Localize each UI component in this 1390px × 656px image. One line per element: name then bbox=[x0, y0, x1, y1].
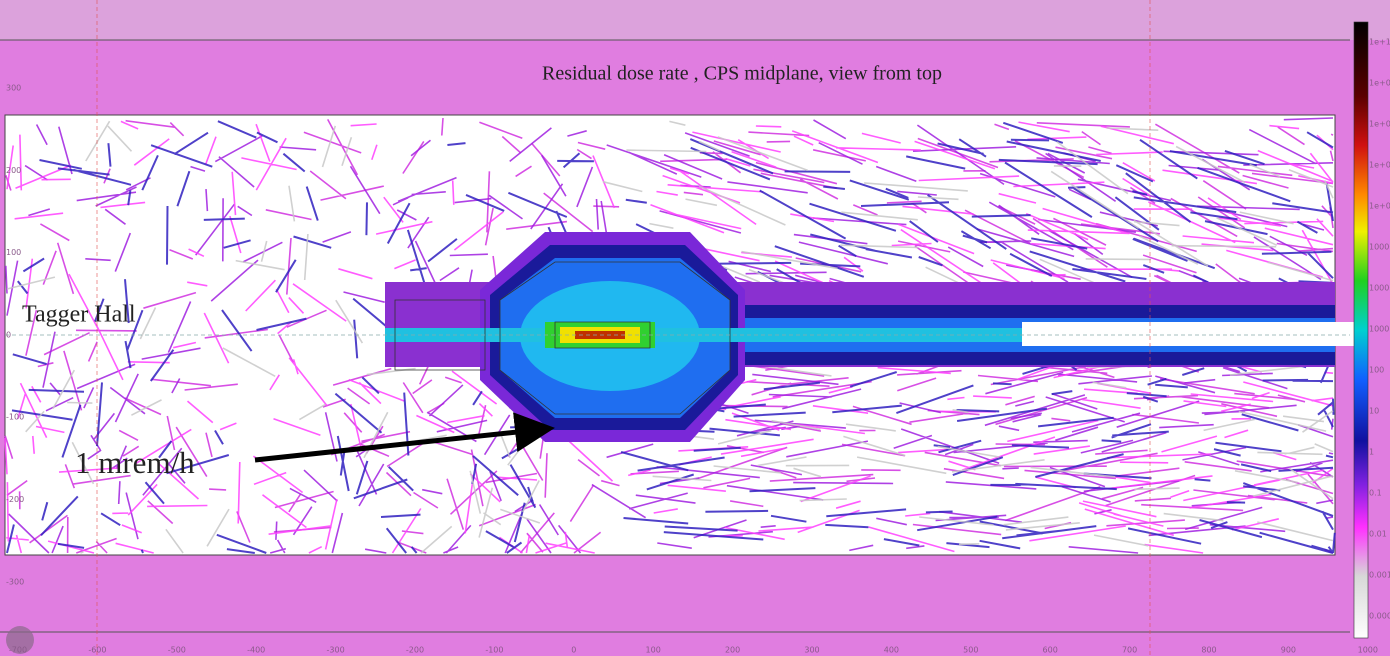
x-tick-label: 600 bbox=[1043, 646, 1058, 655]
y-tick-label: 0 bbox=[6, 330, 11, 339]
y-tick-label: -300 bbox=[6, 577, 24, 586]
x-tick-label: 900 bbox=[1281, 646, 1296, 655]
y-tick-label: 300 bbox=[6, 84, 21, 93]
colorbar-label: 10000 bbox=[1369, 284, 1390, 293]
colorbar-label: 0.001 bbox=[1369, 571, 1390, 580]
y-tick-label: 100 bbox=[6, 248, 21, 257]
x-tick-label: 800 bbox=[1201, 646, 1216, 655]
x-tick-label: 1000 bbox=[1358, 646, 1378, 655]
colorbar-label: 1e+06 bbox=[1369, 202, 1390, 211]
y-tick-label: 200 bbox=[6, 166, 21, 175]
dose-map-view: Residual dose rate , CPS midplane, view … bbox=[0, 0, 1390, 656]
colorbar-label: 1000 bbox=[1369, 325, 1389, 334]
colorbar-label: 0.1 bbox=[1369, 489, 1382, 498]
colorbar-label: 1 bbox=[1369, 448, 1374, 457]
beam-gap bbox=[1022, 322, 1357, 346]
x-tick-label: -500 bbox=[168, 646, 186, 655]
colorbar-label: 100 bbox=[1369, 366, 1384, 375]
y-tick-label: -200 bbox=[6, 495, 24, 504]
colorbar-label: 0.01 bbox=[1369, 530, 1387, 539]
x-tick-label: -700 bbox=[9, 646, 27, 655]
x-tick-label: 300 bbox=[804, 646, 819, 655]
x-tick-label: 700 bbox=[1122, 646, 1137, 655]
colorbar-label: 1e+10 bbox=[1369, 38, 1390, 47]
x-tick-label: -600 bbox=[88, 646, 106, 655]
x-tick-label: 500 bbox=[963, 646, 978, 655]
y-tick-label: -100 bbox=[6, 413, 24, 422]
x-tick-label: 100 bbox=[646, 646, 661, 655]
x-tick-label: -200 bbox=[406, 646, 424, 655]
title: Residual dose rate , CPS midplane, view … bbox=[542, 63, 942, 85]
top-band bbox=[0, 0, 1390, 40]
colorbar-label: 100000 bbox=[1369, 243, 1390, 252]
colorbar-label: 1e+08 bbox=[1369, 120, 1390, 129]
colorbar-label: 1e+09 bbox=[1369, 79, 1390, 88]
page: {"title": "Residual dose rate , CPS midp… bbox=[0, 0, 1390, 656]
x-tick-label: 0 bbox=[571, 646, 576, 655]
colorbar-label: 1e+07 bbox=[1369, 161, 1390, 170]
x-tick-label: -400 bbox=[247, 646, 265, 655]
x-tick-label: -300 bbox=[327, 646, 345, 655]
x-tick-label: 200 bbox=[725, 646, 740, 655]
colorbar bbox=[1354, 22, 1368, 638]
colorbar-label: 10 bbox=[1369, 407, 1379, 416]
x-tick-label: -100 bbox=[485, 646, 503, 655]
beam-line bbox=[385, 328, 1022, 342]
x-tick-label: 400 bbox=[884, 646, 899, 655]
hall-label: Tagger Hall bbox=[22, 302, 136, 328]
arrow-label: 1 mrem/h bbox=[75, 445, 195, 480]
